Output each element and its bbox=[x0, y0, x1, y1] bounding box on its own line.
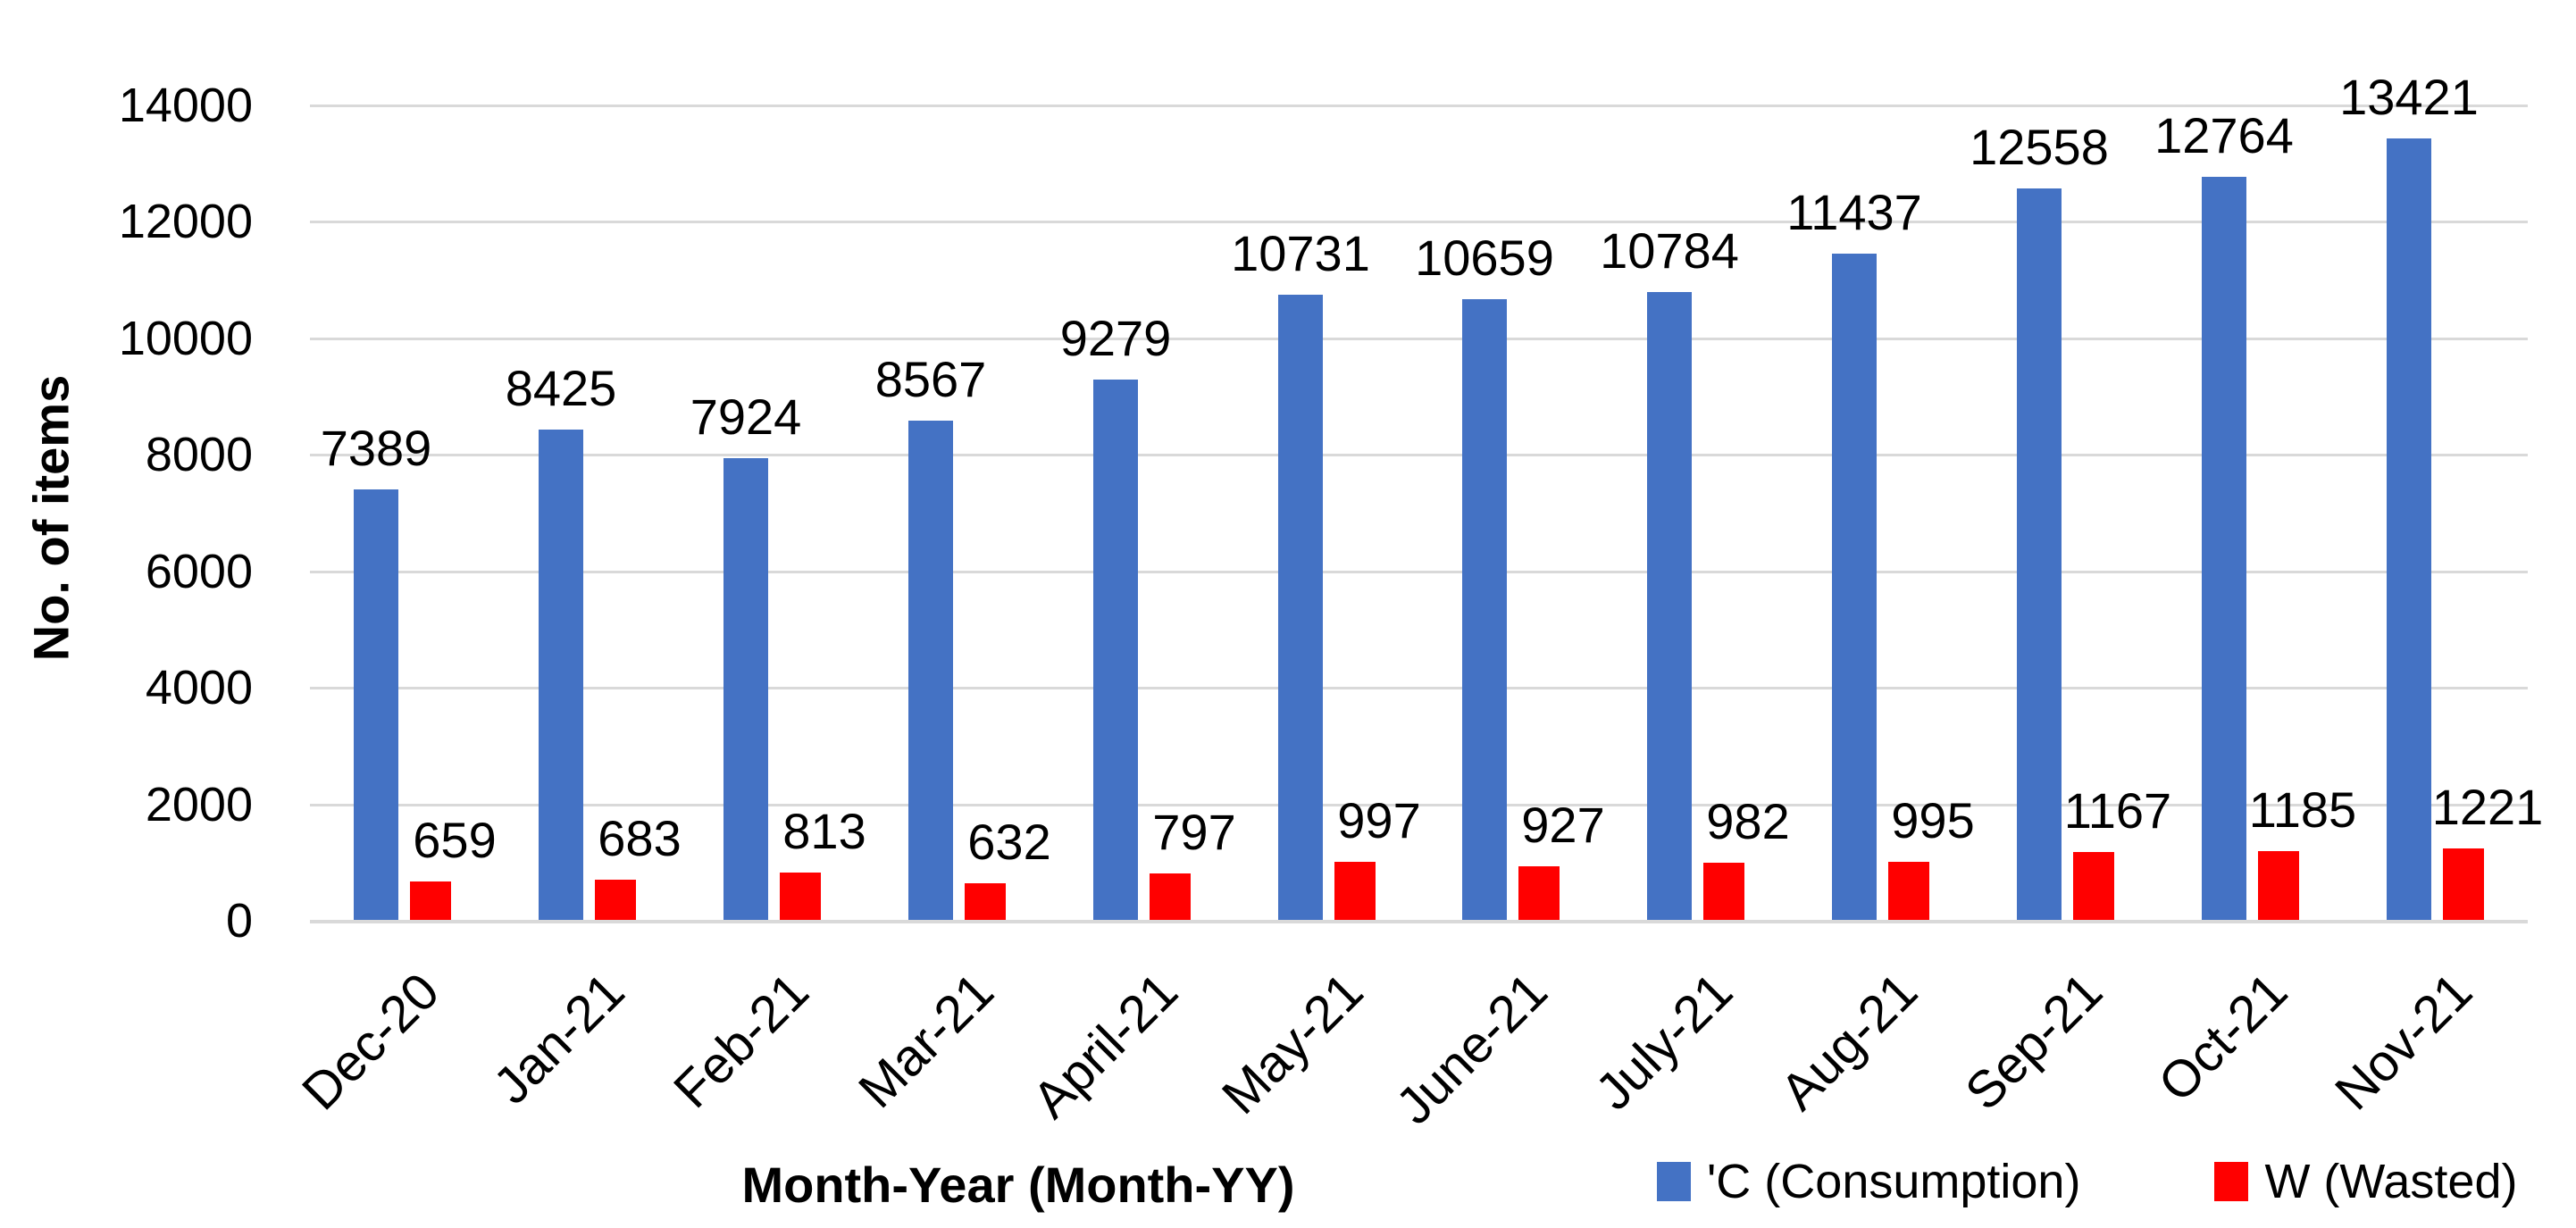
x-tick-Dec-20: Dec-20 bbox=[290, 962, 451, 1122]
bar-wasted-Oct-21 bbox=[2258, 851, 2299, 920]
gridline-8000 bbox=[310, 454, 2528, 456]
bar-consumption-Jan-21 bbox=[539, 430, 583, 920]
legend: 'C (Consumption) W (Wasted) bbox=[1657, 1157, 2517, 1206]
bar-label-wasted-May-21: 997 bbox=[1337, 792, 1421, 848]
bar-wasted-Sep-21 bbox=[2073, 852, 2114, 920]
bar-consumption-Dec-20 bbox=[354, 489, 398, 920]
x-tick-Oct-21: Oct-21 bbox=[2147, 962, 2299, 1114]
bar-wasted-April-21 bbox=[1150, 873, 1191, 920]
bar-label-wasted-Nov-21: 1221 bbox=[2431, 779, 2544, 835]
bar-label-consumption-Nov-21: 13421 bbox=[2339, 69, 2479, 125]
bar-label-consumption-Oct-21: 12764 bbox=[2154, 107, 2294, 163]
y-tick-2000: 2000 bbox=[145, 778, 253, 831]
bar-consumption-April-21 bbox=[1093, 380, 1138, 920]
bar-consumption-Sep-21 bbox=[2017, 188, 2062, 920]
bar-label-wasted-Mar-21: 632 bbox=[967, 814, 1051, 870]
x-tick-Jan-21: Jan-21 bbox=[481, 962, 636, 1115]
legend-label-wasted: W (Wasted) bbox=[2264, 1155, 2518, 1208]
gridline-6000 bbox=[310, 571, 2528, 573]
y-tick-14000: 14000 bbox=[118, 79, 253, 132]
bar-wasted-Aug-21 bbox=[1888, 862, 1929, 920]
bar-label-consumption-Sep-21: 12558 bbox=[1970, 119, 2109, 175]
x-tick-Feb-21: Feb-21 bbox=[663, 962, 821, 1120]
legend-swatch-wasted bbox=[2214, 1162, 2249, 1201]
bar-label-wasted-Aug-21: 995 bbox=[1891, 792, 1975, 848]
gridline-2000 bbox=[310, 804, 2528, 806]
x-tick-July-21: July-21 bbox=[1584, 962, 1744, 1122]
x-tick-Aug-21: Aug-21 bbox=[1769, 962, 1929, 1122]
bar-wasted-June-21 bbox=[1518, 866, 1560, 920]
bar-consumption-May-21 bbox=[1278, 295, 1323, 920]
gridline-12000 bbox=[310, 221, 2528, 223]
bar-label-wasted-Oct-21: 1185 bbox=[2248, 781, 2357, 838]
y-tick-6000: 6000 bbox=[145, 545, 253, 598]
bar-consumption-Feb-21 bbox=[723, 458, 768, 920]
bar-label-consumption-Jan-21: 8425 bbox=[505, 360, 617, 416]
x-tick-Sep-21: Sep-21 bbox=[1953, 962, 2114, 1122]
bar-label-consumption-June-21: 10659 bbox=[1415, 230, 1554, 286]
legend-item-consumption: 'C (Consumption) bbox=[1657, 1157, 2080, 1206]
bar-wasted-May-21 bbox=[1334, 862, 1376, 920]
y-tick-0: 0 bbox=[225, 894, 253, 948]
y-tick-12000: 12000 bbox=[118, 195, 253, 248]
bar-label-wasted-Jan-21: 683 bbox=[598, 810, 682, 866]
gridline-14000 bbox=[310, 104, 2528, 107]
bar-wasted-Feb-21 bbox=[780, 873, 821, 920]
x-tick-June-21: June-21 bbox=[1384, 962, 1560, 1136]
y-tick-10000: 10000 bbox=[118, 312, 253, 365]
bar-label-wasted-April-21: 797 bbox=[1152, 804, 1236, 860]
bar-label-wasted-July-21: 982 bbox=[1706, 793, 1790, 849]
bar-wasted-Dec-20 bbox=[410, 881, 451, 920]
x-tick-April-21: April-21 bbox=[1021, 962, 1190, 1130]
bar-label-consumption-Mar-21: 8567 bbox=[874, 351, 987, 407]
x-tick-May-21: May-21 bbox=[1210, 962, 1375, 1125]
bar-consumption-Nov-21 bbox=[2387, 138, 2431, 920]
y-tick-8000: 8000 bbox=[145, 428, 253, 481]
legend-item-wasted: W (Wasted) bbox=[2214, 1157, 2517, 1206]
bar-consumption-Aug-21 bbox=[1832, 254, 1877, 920]
x-axis-line bbox=[310, 920, 2528, 923]
x-axis-title: Month-Year (Month-YY) bbox=[741, 1157, 1295, 1213]
bar-wasted-July-21 bbox=[1703, 863, 1744, 920]
bar-consumption-June-21 bbox=[1462, 299, 1507, 920]
bar-consumption-Mar-21 bbox=[908, 421, 953, 920]
bar-label-consumption-Dec-20: 7389 bbox=[320, 420, 432, 476]
bar-wasted-Jan-21 bbox=[595, 880, 636, 920]
bar-label-consumption-July-21: 10784 bbox=[1600, 222, 1739, 279]
legend-swatch-consumption bbox=[1657, 1162, 1691, 1201]
bar-label-consumption-April-21: 9279 bbox=[1059, 310, 1172, 366]
bar-consumption-Oct-21 bbox=[2202, 177, 2246, 920]
x-tick-Nov-21: Nov-21 bbox=[2323, 962, 2484, 1122]
bar-label-wasted-Dec-20: 659 bbox=[413, 812, 497, 868]
x-tick-Mar-21: Mar-21 bbox=[848, 962, 1006, 1120]
legend-label-consumption: 'C (Consumption) bbox=[1707, 1155, 2081, 1208]
gridline-10000 bbox=[310, 338, 2528, 340]
y-tick-4000: 4000 bbox=[145, 661, 253, 714]
bar-label-consumption-May-21: 10731 bbox=[1231, 225, 1370, 281]
gridline-4000 bbox=[310, 687, 2528, 689]
bar-label-wasted-June-21: 927 bbox=[1521, 797, 1605, 853]
bar-label-wasted-Sep-21: 1167 bbox=[2063, 782, 2172, 839]
bar-label-consumption-Aug-21: 11437 bbox=[1786, 184, 1922, 240]
bar-label-wasted-Feb-21: 813 bbox=[782, 803, 866, 859]
bar-consumption-July-21 bbox=[1647, 292, 1692, 920]
y-axis-tick-labels: 0 2000 4000 6000 8000 10000 12000 14000 bbox=[0, 0, 253, 1228]
bar-wasted-Mar-21 bbox=[965, 883, 1006, 920]
bar-label-consumption-Feb-21: 7924 bbox=[690, 388, 802, 445]
bar-wasted-Nov-21 bbox=[2443, 848, 2484, 920]
